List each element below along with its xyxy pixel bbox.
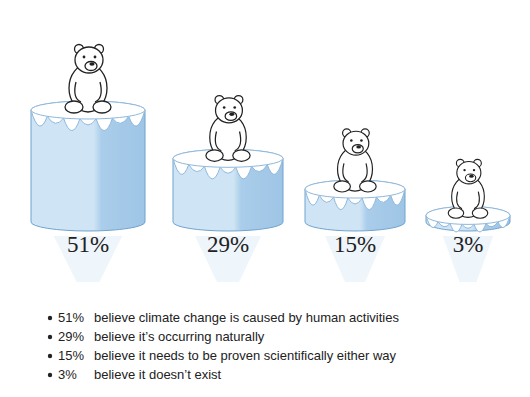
bear-arm xyxy=(361,163,367,181)
bear-arm xyxy=(75,82,81,102)
bear-arm xyxy=(343,163,349,181)
chart-root: 51% 29% 15% 3% 51% believe climate change is … xyxy=(0,0,530,397)
ice-block xyxy=(173,96,283,282)
bear-arm xyxy=(474,192,479,209)
bear-eye xyxy=(83,56,86,59)
bear-nose xyxy=(229,113,234,116)
bear-muzzle xyxy=(225,112,237,121)
bear-arm xyxy=(215,132,221,151)
legend-value: 3% xyxy=(58,367,77,382)
bear-eye xyxy=(473,169,475,171)
ice-block xyxy=(31,45,145,283)
bear-leg xyxy=(472,208,487,218)
bear-eye xyxy=(360,139,363,142)
bear-eye xyxy=(463,169,465,171)
bullet xyxy=(48,354,52,358)
legend-text: believe it needs to be proven scientific… xyxy=(94,348,397,363)
bear-nose xyxy=(469,175,473,178)
legend-value: 29% xyxy=(58,329,84,344)
bear-nose xyxy=(89,62,94,66)
bear-head xyxy=(343,131,369,155)
bear-eye xyxy=(94,56,97,59)
bear-leg xyxy=(360,181,377,192)
bear-leg xyxy=(65,101,83,113)
bear-muzzle xyxy=(352,145,363,153)
data-label: 51% xyxy=(67,232,109,257)
bear-arm xyxy=(457,192,462,209)
bear-nose xyxy=(356,145,361,148)
legend-text: believe climate change is caused by huma… xyxy=(94,310,399,325)
bar xyxy=(31,110,145,231)
bear-muzzle xyxy=(465,174,475,182)
polar-bear xyxy=(334,129,376,192)
data-labels: 51% 29% 15% 3% xyxy=(67,232,483,257)
bear-leg xyxy=(334,181,351,192)
bear-leg xyxy=(448,208,463,218)
data-label: 15% xyxy=(334,232,376,257)
bullet xyxy=(48,335,52,339)
ice-block xyxy=(426,159,510,282)
ice-block xyxy=(305,129,405,282)
polar-bear xyxy=(206,96,250,162)
legend-text: believe it’s occurring naturally xyxy=(94,329,265,344)
bear-head xyxy=(75,47,103,73)
bear-head xyxy=(457,162,481,184)
chart-svg: 51% 29% 15% 3% 51% believe climate change is … xyxy=(0,0,530,397)
bear-eye xyxy=(223,106,226,109)
legend-text: believe it doesn’t exist xyxy=(94,367,222,382)
data-label: 3% xyxy=(453,232,484,257)
bear-muzzle xyxy=(85,62,97,71)
plot-area xyxy=(31,45,510,283)
bear-arm xyxy=(235,132,241,151)
legend: 51% believe climate change is caused by h… xyxy=(48,310,400,382)
legend-value: 15% xyxy=(58,348,84,363)
bullet xyxy=(48,316,52,320)
bear-leg xyxy=(206,150,223,162)
legend-value: 51% xyxy=(58,310,84,325)
data-label: 29% xyxy=(207,232,249,257)
bear-eye xyxy=(350,139,353,142)
bullet xyxy=(48,373,52,377)
bear-eye xyxy=(233,106,236,109)
bear-leg xyxy=(233,150,250,162)
polar-bear xyxy=(65,45,111,114)
bear-leg xyxy=(93,101,111,113)
bear-arm xyxy=(95,82,101,102)
bear-head xyxy=(216,98,243,123)
polar-bear xyxy=(448,159,488,218)
